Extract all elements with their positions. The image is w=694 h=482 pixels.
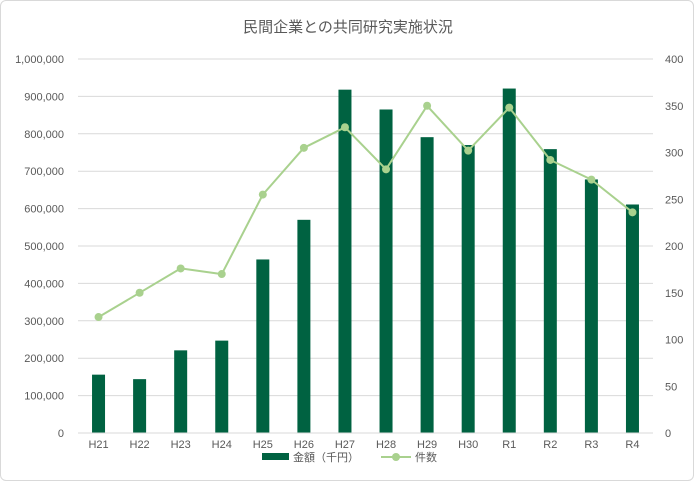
bar-amount [543,149,557,433]
bar-amount [625,204,639,433]
point-count [299,143,308,152]
x-tick-label: R2 [543,439,557,451]
point-count [628,208,637,217]
x-tick-label: H28 [376,439,396,451]
point-count [505,103,514,112]
y-left-tick-label: 100,000 [24,391,64,403]
chart-title: 民間企業との共同研究実施状況 [243,18,453,36]
point-count [464,146,473,155]
bar-amount [256,259,270,433]
y-right-tick-label: 0 [665,428,671,440]
y-left-tick-label: 300,000 [24,316,64,328]
point-count [382,165,391,174]
left-axis-ticks: 0 100,000 200,000 300,000 400,000 500,000 600,… [15,54,64,440]
y-right-tick-label: 250 [665,194,683,206]
y-left-tick-label: 700,000 [24,166,64,178]
point-count [176,264,185,273]
line-series [94,101,637,322]
x-tick-label: R1 [502,439,516,451]
x-axis-ticks: H21 H22 H23 H24 H25 H26 H27 H28 H29 H30 R1 R2 R3 R4 [78,432,653,451]
bar-amount [215,340,229,433]
y-left-tick-label: 200,000 [24,353,64,365]
y-right-tick-label: 150 [665,288,683,300]
bar-amount [133,379,147,433]
point-count [135,288,144,297]
legend-label-amount: 金額（千円） [293,450,359,464]
point-count [94,313,103,322]
y-right-tick-label: 350 [665,101,683,113]
y-left-tick-label: 600,000 [24,204,64,216]
x-tick-label: R3 [584,439,598,451]
bar-series [92,88,639,434]
series-line-count [97,104,634,318]
y-left-tick-label: 1,000,000 [15,54,64,66]
gridlines [78,58,653,434]
x-tick-label: R4 [625,439,639,451]
x-tick-label: H23 [171,439,191,451]
x-tick-label: H24 [212,439,232,451]
y-left-tick-label: 400,000 [24,278,64,290]
right-axis-ticks: 0 50 100 150 200 250 300 350 400 [665,54,683,440]
bar-amount [338,89,352,433]
y-right-tick-label: 200 [665,241,683,253]
x-tick-label: H21 [88,439,108,451]
bar-amount [174,350,188,433]
point-count [546,155,555,164]
y-right-tick-label: 50 [665,381,677,393]
y-left-tick-label: 900,000 [24,91,64,103]
y-right-tick-label: 100 [665,335,683,347]
y-left-tick-label: 0 [58,428,64,440]
y-right-tick-label: 400 [665,54,683,66]
y-left-tick-label: 800,000 [24,129,64,141]
y-right-tick-label: 300 [665,148,683,160]
point-count [217,270,226,279]
legend-label-count: 件数 [415,451,437,464]
bar-amount [297,219,311,433]
x-tick-label: H30 [458,439,478,451]
x-tick-label: H22 [130,439,150,451]
point-count [587,175,596,184]
bar-amount [461,145,475,433]
legend: 金額（千円） 件数 [262,450,437,464]
bar-amount [584,179,598,433]
x-tick-label: H26 [294,439,314,451]
x-tick-label: H25 [253,439,273,451]
y-left-tick-label: 500,000 [24,241,64,253]
bar-amount [379,109,393,434]
legend-marker-count [392,453,400,461]
point-count [258,190,267,199]
bar-amount [502,88,516,434]
legend-swatch-amount [262,453,289,460]
point-count [340,123,349,132]
bar-amount [92,374,106,433]
point-count [423,101,432,110]
bar-amount [420,137,434,433]
x-tick-label: H29 [417,439,437,451]
x-tick-label: H27 [335,439,355,451]
